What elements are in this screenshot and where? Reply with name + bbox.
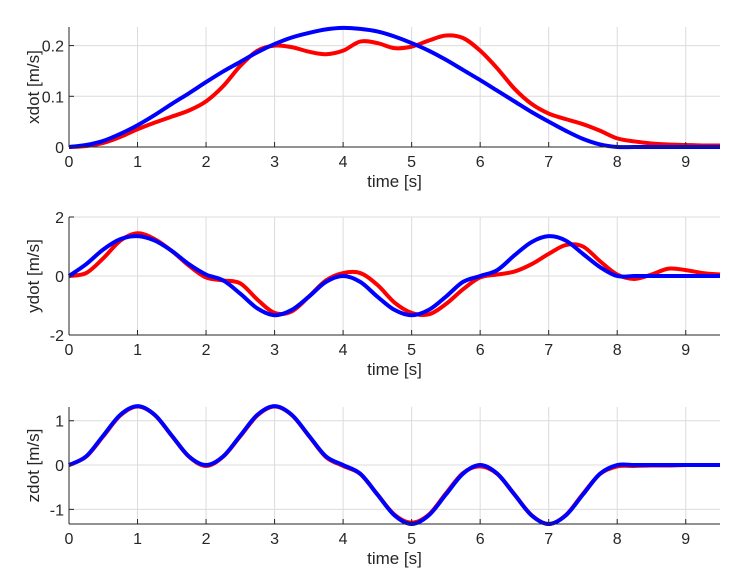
x-tick-label: 8 [613,531,622,548]
series-line-reference [67,234,720,318]
x-tick-label: 3 [270,531,279,548]
x-tick-label: 3 [270,154,279,171]
y-tick-label: 0 [55,140,64,157]
x-tick-label: 7 [544,531,553,548]
y-tick-label: 0 [55,458,64,475]
x-tick-label: 1 [133,342,142,359]
series-line-actual [68,33,721,149]
x-tick-label: 5 [407,342,416,359]
x-tick-label: 1 [133,531,142,548]
x-tick-label: 1 [133,154,142,171]
y-tick-label: 0 [55,269,64,286]
x-tick-label: 6 [476,342,485,359]
x-tick-label: 5 [407,531,416,548]
x-tick-label: 2 [202,531,211,548]
x-tick-label: 9 [681,531,690,548]
y-axis-label: zdot [m/s] [24,429,43,503]
x-tick-label: 7 [544,154,553,171]
x-tick-label: 8 [613,154,622,171]
x-axis-label: time [s] [367,549,422,568]
x-tick-label: 2 [202,154,211,171]
y-axis-label: ydot [m/s] [24,239,43,313]
x-tick-label: 9 [681,154,690,171]
x-tick-label: 6 [476,154,485,171]
x-tick-label: 9 [681,342,690,359]
y-axis-label: xdot [m/s] [24,50,43,124]
y-tick-label: 2 [55,210,64,227]
x-tick-label: 0 [65,342,74,359]
x-axis-label: time [s] [367,172,422,191]
x-tick-label: 0 [65,154,74,171]
x-tick-label: 8 [613,342,622,359]
x-tick-label: 4 [339,154,348,171]
x-tick-label: 4 [339,342,348,359]
subplot-1: 0 1 2 3 4 5 6 7 8 9 0 0.1 0.2 time [s] xdot [m/s] [24,25,721,191]
y-tick-label: 1 [55,414,64,431]
x-tick-label: 0 [65,531,74,548]
x-tick-label: 3 [270,342,279,359]
y-tick-label: -2 [50,328,64,345]
x-tick-label: 5 [407,154,416,171]
y-tick-label: 0.2 [42,39,64,56]
x-tick-label: 4 [339,531,348,548]
x-axis-label: time [s] [367,360,422,379]
x-tick-label: 7 [544,342,553,359]
x-tick-label: 6 [476,531,485,548]
y-tick-label: 0.1 [42,89,64,106]
x-tick-label: 2 [202,342,211,359]
series-line-reference [68,404,720,526]
y-tick-label: -1 [50,502,64,519]
